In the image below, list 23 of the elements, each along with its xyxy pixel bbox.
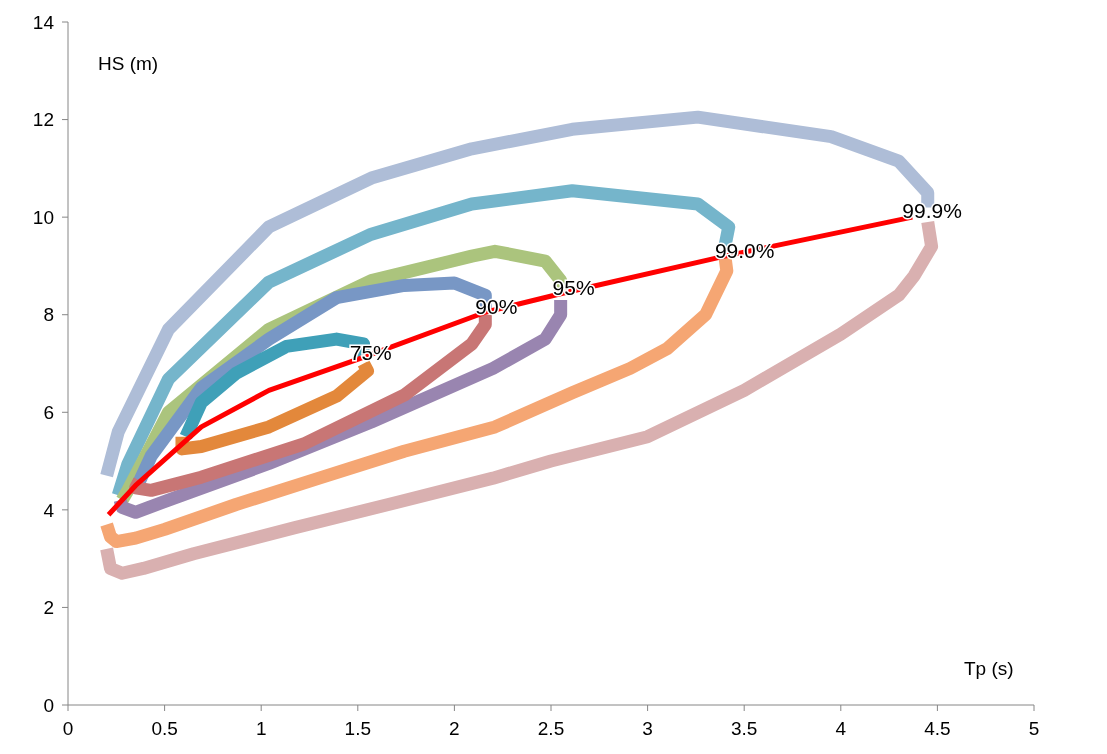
y-tick-label: 10: [32, 206, 54, 228]
y-tick-label: 6: [43, 401, 54, 423]
y-tick-label: 0: [43, 694, 54, 716]
x-tick-label: 1.5: [344, 718, 372, 739]
y-tick-label: 12: [32, 109, 54, 131]
x-tick-label: 3.5: [730, 718, 758, 739]
y-tick-label: 4: [43, 499, 55, 521]
annotation: 99.9%: [902, 199, 962, 223]
y-axis-title: HS (m): [98, 53, 159, 74]
x-tick-label: 3: [642, 718, 653, 739]
x-axis-title: Tp (s): [964, 658, 1014, 679]
x-tick-label: 4.5: [924, 718, 951, 739]
x-tick-label: 0.5: [151, 718, 178, 739]
x-tick-label: 1: [255, 718, 267, 739]
annotation: 75%: [349, 340, 392, 364]
x-tick-label: 5: [1028, 718, 1040, 739]
y-tick-label: 2: [43, 597, 54, 619]
y-tick-label: 14: [32, 11, 55, 33]
x-tick-label: 2.5: [537, 718, 565, 739]
x-tick-label: 4: [835, 718, 847, 739]
y-tick-label: 8: [43, 304, 54, 326]
x-tick-label: 2: [449, 718, 460, 739]
x-tick-label: 0: [62, 718, 74, 739]
